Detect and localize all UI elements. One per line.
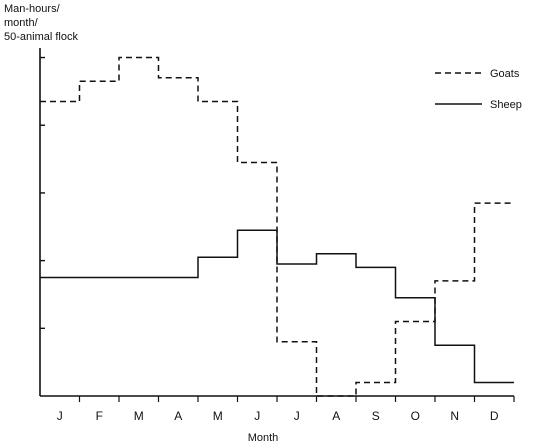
x-tick-label: M [134, 409, 144, 423]
legend: Goats Sheep [435, 68, 522, 111]
x-tick-label: J [57, 409, 63, 423]
legend-label-sheep: Sheep [490, 99, 522, 111]
x-tick-label: O [411, 409, 420, 423]
y-axis-title-line-3: 50-animal flock [4, 31, 78, 43]
x-tick-label: D [490, 409, 499, 423]
y-axis-title-line-2: month/ [4, 17, 39, 29]
x-tick-label: M [213, 409, 223, 423]
x-tick-label: A [332, 409, 340, 423]
legend-label-goats: Goats [490, 68, 520, 80]
x-tick-label: A [174, 409, 182, 423]
x-tick-label: S [372, 409, 380, 423]
x-tick-label: J [254, 409, 260, 423]
series-line-sheep [40, 229, 514, 384]
x-tick-label: F [96, 409, 103, 423]
series-layer [40, 56, 514, 397]
x-tick-label: J [294, 409, 300, 423]
x-tick-label: N [450, 409, 459, 423]
axes [39, 48, 515, 402]
x-axis-title: Month [248, 432, 279, 444]
y-axis-title: Man-hours/ month/ 50-animal flock [4, 3, 78, 43]
y-axis-title-line-1: Man-hours/ [4, 3, 61, 15]
